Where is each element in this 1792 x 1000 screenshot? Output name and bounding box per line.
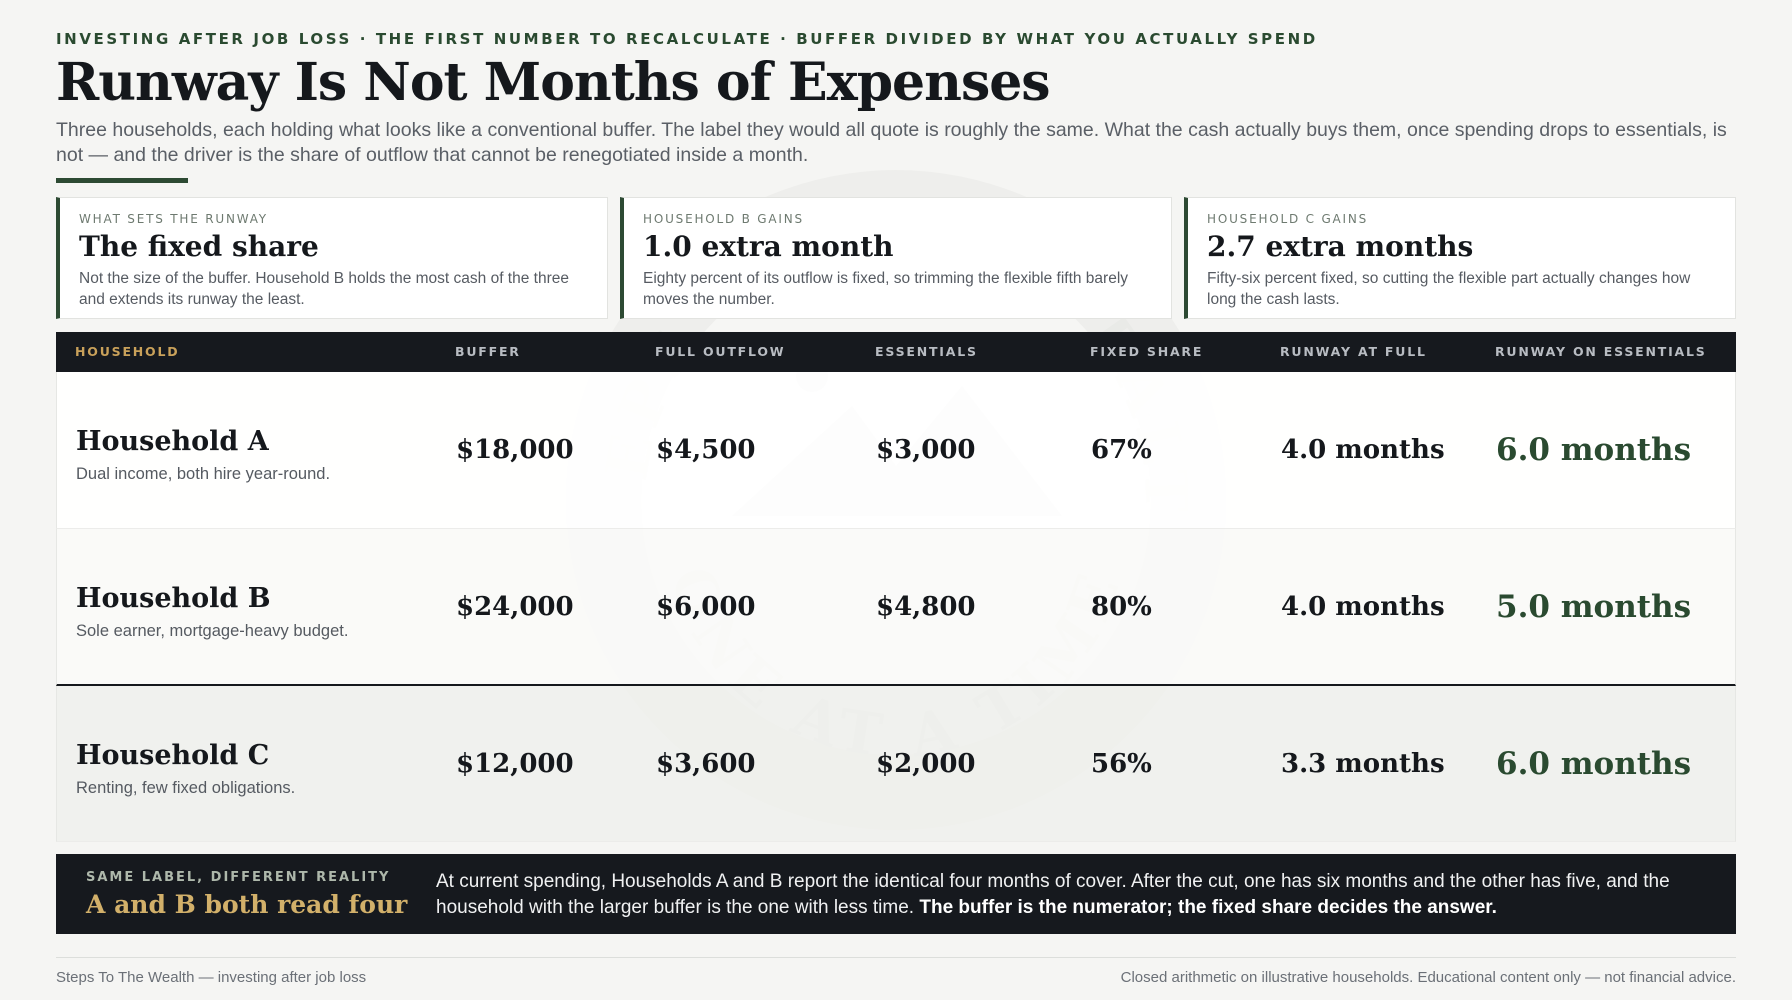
runway-full-value: 4.0 months xyxy=(1281,591,1445,622)
household-name: Household A xyxy=(76,426,269,457)
full-outflow-value: $6,000 xyxy=(656,591,756,622)
table-row: Household A Dual income, both hire year-… xyxy=(56,372,1736,529)
card-kicker: HOUSEHOLD C GAINS xyxy=(1207,212,1369,226)
essentials-value: $4,800 xyxy=(876,591,976,622)
card-body: Fifty-six percent fixed, so cutting the … xyxy=(1207,270,1691,308)
col-essentials: ESSENTIALS xyxy=(875,344,978,359)
col-full-outflow: FULL OUTFLOW xyxy=(655,344,786,359)
card-kicker: HOUSEHOLD B GAINS xyxy=(643,212,804,226)
card-household-b: HOUSEHOLD B GAINS 1.0 extra month Eighty… xyxy=(620,197,1172,319)
buffer-value: $18,000 xyxy=(456,435,574,465)
card-body: Eighty percent of its outflow is fixed, … xyxy=(643,270,1129,308)
footer-disclaimer: Closed arithmetic on illustrative househ… xyxy=(1120,969,1736,986)
callout-kicker: SAME LABEL, DIFFERENT REALITY xyxy=(86,870,391,885)
col-runway-essentials: RUNWAY ON ESSENTIALS xyxy=(1495,344,1707,359)
page-subtitle: Three households, each holding what look… xyxy=(56,119,1727,166)
household-desc: Renting, few fixed obligations. xyxy=(76,778,296,797)
table-header: HOUSEHOLD BUFFER FULL OUTFLOW ESSENTIALS… xyxy=(56,332,1736,372)
full-outflow-value: $4,500 xyxy=(656,435,756,465)
fixed-share-value: 80% xyxy=(1091,591,1152,622)
household-name: Household B xyxy=(76,582,271,614)
fixed-share-value: 67% xyxy=(1091,435,1152,465)
card-kicker: WHAT SETS THE RUNWAY xyxy=(79,212,268,226)
essentials-value: $2,000 xyxy=(876,748,976,779)
household-table: HOUSEHOLD BUFFER FULL OUTFLOW ESSENTIALS… xyxy=(56,332,1736,842)
card-headline: 2.7 extra months xyxy=(1207,230,1474,263)
full-outflow-value: $3,600 xyxy=(656,748,756,779)
runway-full-value: 3.3 months xyxy=(1281,748,1445,779)
fixed-share-value: 56% xyxy=(1091,748,1152,779)
accent-rule xyxy=(56,178,188,183)
runway-essentials-value: 6.0 months xyxy=(1496,432,1692,468)
household-desc: Sole earner, mortgage-heavy budget. xyxy=(76,621,349,640)
col-household: HOUSEHOLD xyxy=(75,344,180,359)
callout-headline: A and B both read four xyxy=(86,890,408,919)
card-household-c: HOUSEHOLD C GAINS 2.7 extra months Fifty… xyxy=(1184,197,1736,319)
card-body: Not the size of the buffer. Household B … xyxy=(79,270,569,308)
callout-banner: SAME LABEL, DIFFERENT REALITY A and B bo… xyxy=(56,854,1736,934)
essentials-value: $3,000 xyxy=(876,435,976,465)
footer-brand: Steps To The Wealth — investing after jo… xyxy=(56,969,367,986)
col-buffer: BUFFER xyxy=(455,344,521,359)
card-headline: The fixed share xyxy=(79,230,319,263)
card-headline: 1.0 extra month xyxy=(643,230,894,263)
eyebrow: INVESTING AFTER JOB LOSS · THE FIRST NUM… xyxy=(56,30,1318,48)
footer-divider xyxy=(56,957,1736,958)
callout-text-body: At current spending, Households A and B … xyxy=(436,871,1670,918)
summary-cards: WHAT SETS THE RUNWAY The fixed share Not… xyxy=(56,197,1736,319)
runway-full-value: 4.0 months xyxy=(1281,435,1445,465)
page-title: Runway Is Not Months of Expenses xyxy=(56,52,1051,113)
callout-text-bold: The buffer is the numerator; the fixed s… xyxy=(919,897,1497,918)
table-row: Household C Renting, few fixed obligatio… xyxy=(56,686,1736,842)
table-row: Household B Sole earner, mortgage-heavy … xyxy=(56,529,1736,686)
buffer-value: $12,000 xyxy=(456,748,574,779)
col-runway-full: RUNWAY AT FULL xyxy=(1280,344,1427,359)
runway-essentials-value: 5.0 months xyxy=(1496,588,1692,625)
buffer-value: $24,000 xyxy=(456,591,574,622)
household-name: Household C xyxy=(76,739,270,771)
household-desc: Dual income, both hire year-round. xyxy=(76,465,331,483)
card-fixed-share: WHAT SETS THE RUNWAY The fixed share Not… xyxy=(56,197,608,319)
col-fixed-share: FIXED SHARE xyxy=(1090,344,1204,359)
callout-text: At current spending, Households A and B … xyxy=(436,869,1706,921)
runway-essentials-value: 6.0 months xyxy=(1496,745,1692,782)
